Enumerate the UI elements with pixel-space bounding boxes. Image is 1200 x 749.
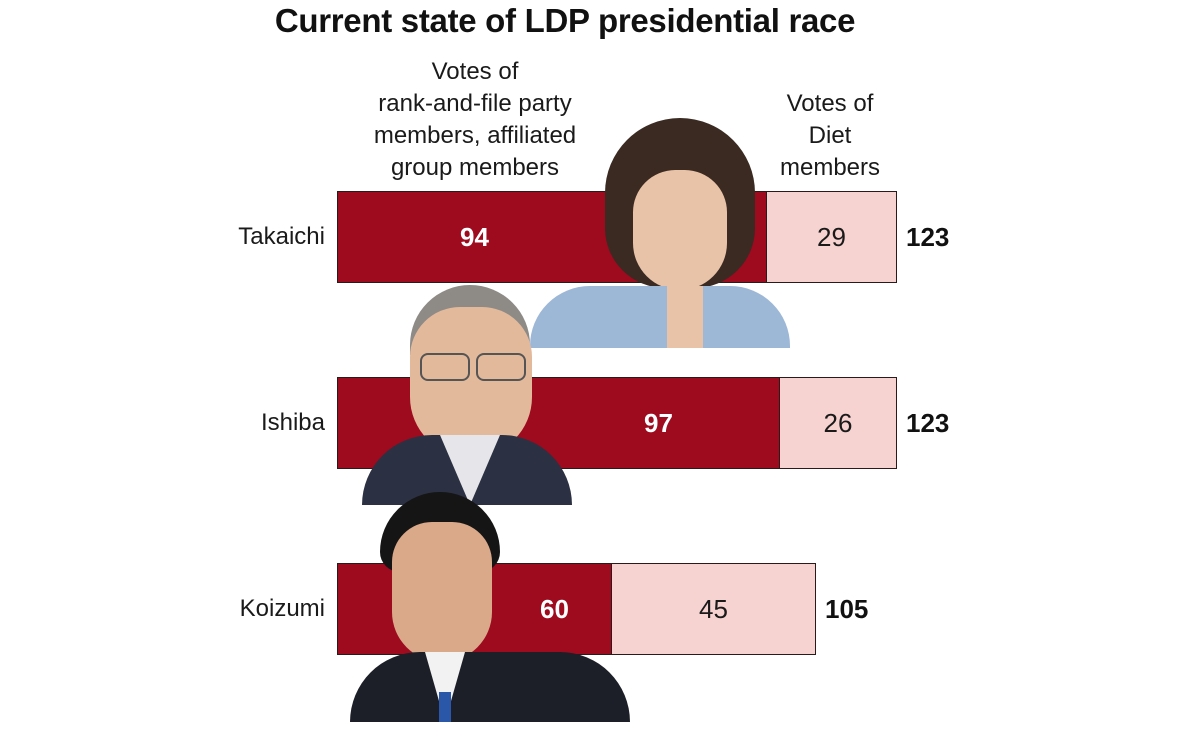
legend-diet-line-2: Diet	[808, 122, 852, 149]
photo-koizumi	[350, 492, 630, 722]
value-label: 29	[817, 221, 846, 252]
stacked-bar: 97 26	[337, 377, 897, 469]
candidate-name: Takaichi	[238, 223, 325, 250]
value-label: 45	[699, 593, 728, 624]
total-label: 123	[906, 408, 950, 438]
bar-segment-diet: 26	[779, 378, 896, 468]
value-label: 26	[823, 407, 853, 438]
legend-diet-line-3: members	[779, 154, 881, 181]
total-label: 123	[906, 222, 950, 252]
bar-row-takaichi: Takaichi 94 29 123	[0, 191, 1200, 283]
total-label: 105	[825, 594, 869, 624]
legend-rank-line-2: rank-and-file party	[378, 90, 572, 117]
legend-rank-line-1: Votes of	[431, 58, 519, 85]
value-label: 94	[460, 221, 489, 252]
bar-segment-diet: 29	[766, 192, 896, 282]
photo-ishiba	[362, 285, 572, 505]
value-label: 97	[644, 407, 673, 438]
photo-takaichi	[530, 118, 790, 348]
chart-title: Current state of LDP presidential race	[274, 2, 856, 39]
legend-rank-and-file: Votes of rank-and-file party members, af…	[330, 56, 620, 184]
legend-rank-line-4: group members	[390, 154, 560, 181]
bar-segment-diet: 45	[611, 564, 815, 654]
legend-diet: Votes of Diet members	[760, 88, 900, 184]
candidate-name: Koizumi	[239, 595, 325, 622]
candidate-name: Ishiba	[260, 409, 325, 436]
value-label: 60	[540, 593, 569, 624]
bar-row-ishiba: Ishiba 97 26 123	[0, 377, 1200, 469]
legend-diet-line-1: Votes of	[786, 90, 874, 117]
legend-rank-line-3: members, affiliated	[373, 122, 577, 149]
